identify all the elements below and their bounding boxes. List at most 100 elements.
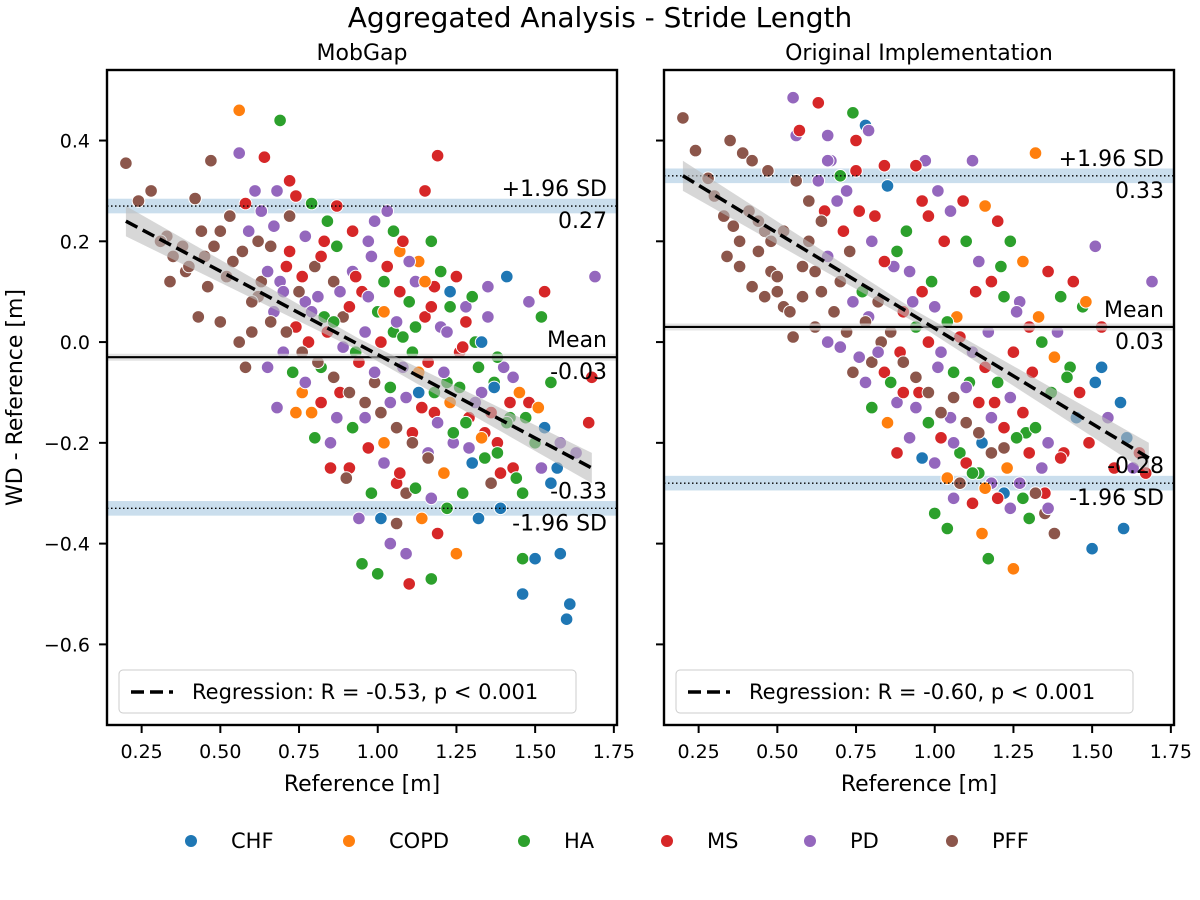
data-point-pff (292, 284, 306, 299)
data-point-ha (446, 426, 461, 440)
legend-label-chf: CHF (231, 829, 274, 853)
x-tick-label: 1.00 (357, 741, 399, 763)
data-point-pd (330, 410, 344, 425)
data-point-ms (1016, 405, 1030, 420)
data-point-ms (984, 274, 999, 289)
legend-entry-pff: PFF (946, 829, 1029, 853)
data-point-ms (877, 254, 892, 269)
data-point-ms (959, 456, 974, 470)
data-point-pd (358, 325, 372, 339)
x-tick-label: 1.75 (593, 741, 635, 763)
data-point-pff (484, 476, 498, 491)
data-point-pd (496, 360, 511, 375)
data-point-chf (1116, 521, 1131, 536)
data-point-pd (380, 204, 395, 218)
data-point-pd (364, 249, 379, 264)
data-point-ha (355, 557, 369, 571)
data-point-ha (285, 365, 300, 380)
data-point-pff (279, 325, 294, 339)
data-point-pd (1145, 274, 1159, 289)
data-point-ms (852, 204, 867, 218)
data-point-ha (927, 506, 942, 521)
data-point-pff (688, 143, 703, 158)
data-point-pff (1028, 486, 1043, 501)
legend-entry-ms: MS (661, 829, 738, 853)
data-point-ms (493, 466, 508, 480)
data-point-copd (232, 103, 246, 118)
data-point-ha (959, 234, 974, 249)
data-point-ms (503, 395, 517, 410)
data-point-pff (984, 446, 999, 460)
data-point-ms (849, 133, 863, 148)
data-point-ha (899, 224, 914, 238)
data-point-pff (131, 194, 146, 208)
data-point-pd (377, 456, 391, 470)
data-point-pd (839, 184, 854, 198)
lower-loa-label: -1.96 SD (512, 511, 607, 536)
data-point-copd (978, 481, 992, 496)
data-point-pff (282, 209, 297, 223)
data-point-ha (515, 551, 530, 566)
data-point-pd (437, 365, 451, 380)
data-point-ha (433, 264, 448, 279)
data-point-pd (811, 174, 826, 188)
legend-entry-chf: CHF (185, 829, 274, 853)
data-point-ha (490, 446, 505, 460)
data-point-pff (235, 244, 250, 259)
data-point-ms (811, 96, 826, 110)
legend-marker-chf (185, 835, 197, 847)
data-point-chf (880, 179, 895, 193)
data-point-copd (1028, 146, 1043, 160)
data-point-pff (732, 259, 747, 274)
data-point-pff (326, 274, 341, 289)
mean-value: -0.03 (550, 360, 607, 385)
data-point-pff (263, 239, 278, 254)
data-point-copd (1079, 295, 1093, 309)
data-point-pff (213, 224, 228, 238)
data-point-pff (200, 279, 215, 294)
regression-legend: Regression: R = -0.60, p < 0.001 (675, 669, 1134, 714)
data-point-pd (298, 375, 313, 390)
x-tick-label: 0.25 (120, 741, 162, 763)
data-point-ha (1035, 335, 1049, 349)
data-point-pd (474, 385, 489, 400)
data-point-ms (836, 224, 851, 238)
data-point-ms (1022, 446, 1036, 460)
data-point-pd (1041, 436, 1055, 450)
legend-marker-pff (946, 835, 958, 847)
x-tick-label: 0.75 (278, 741, 320, 763)
data-point-chf (374, 511, 388, 526)
data-point-ha (1053, 289, 1068, 304)
data-point-pd (440, 325, 454, 339)
data-point-pd (367, 214, 382, 228)
data-point-ms (1082, 436, 1096, 450)
data-point-chf (515, 587, 530, 601)
data-point-pd (861, 123, 876, 138)
data-point-ha (883, 375, 898, 390)
data-point-ha (471, 360, 486, 375)
regression-confidence-band (125, 206, 592, 484)
data-point-pd (1035, 461, 1049, 475)
data-point-pd (323, 436, 338, 450)
x-tick-label: 1.25 (435, 741, 477, 763)
legend-label-pd: PD (850, 829, 879, 853)
data-point-pff (842, 244, 857, 259)
y-tick-label: 0.0 (60, 332, 90, 354)
regression-legend-label: Regression: R = -0.60, p < 0.001 (749, 680, 1095, 704)
data-point-ms (868, 209, 882, 223)
data-point-ms (282, 244, 297, 259)
data-point-ms (877, 365, 892, 380)
axes-frame (105, 68, 619, 727)
regression-legend-label: Regression: R = -0.53, p < 0.001 (192, 680, 538, 704)
data-point-ms (909, 158, 923, 173)
data-point-ha (997, 289, 1011, 304)
data-point-pd (383, 536, 398, 551)
data-point-chf (471, 511, 486, 526)
data-point-ha (345, 420, 360, 435)
legend-label-ms: MS (707, 829, 738, 853)
data-point-pff (339, 471, 354, 485)
data-point-pd (270, 400, 284, 415)
data-point-pd (399, 546, 413, 561)
data-point-pff (119, 156, 133, 170)
data-point-ha (994, 259, 1008, 274)
